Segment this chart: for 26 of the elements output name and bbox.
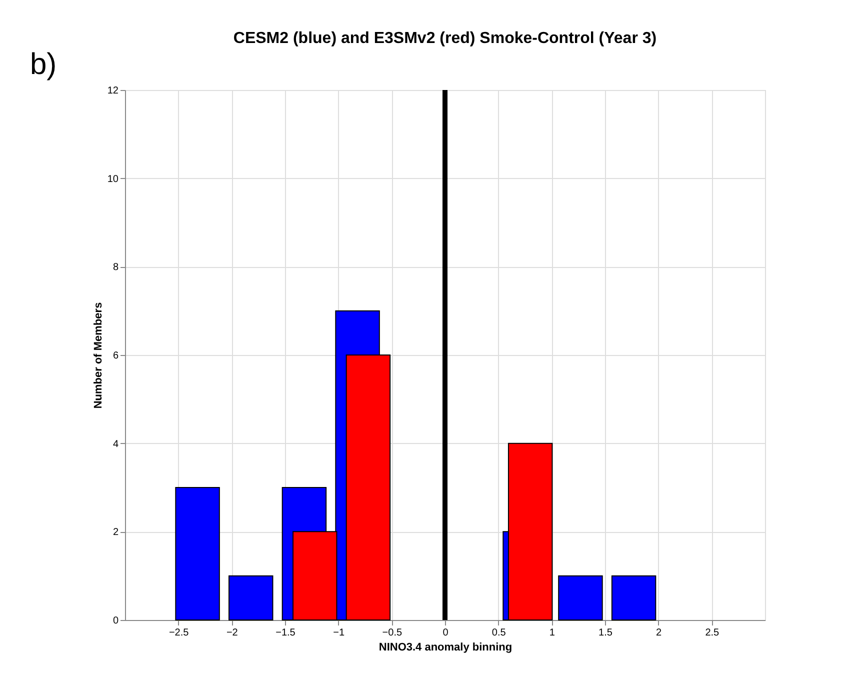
y-axis-title: Number of Members: [92, 302, 104, 409]
x-tick-label: −0.5: [382, 628, 402, 638]
y-tick-label: 6: [112, 350, 119, 362]
y-tick-label: 4: [112, 438, 119, 450]
y-tick-label: 12: [107, 86, 119, 96]
y-tick-label: 8: [112, 262, 119, 274]
y-tick-label: 10: [107, 174, 119, 185]
y-tick-label: 0: [112, 616, 119, 626]
x-tick-label: −2.5: [168, 628, 190, 638]
x-tick-label: −2: [226, 628, 238, 638]
chart-title: CESM2 (blue) and E3SMv2 (red) Smoke-Control (Year 3): [233, 30, 657, 47]
x-tick-label: −1: [333, 628, 345, 638]
x-tick-label: 1: [549, 628, 556, 638]
x-tick-label: 2.5: [705, 628, 720, 638]
bar: [558, 575, 603, 620]
bar: [611, 575, 656, 620]
text: b): [30, 48, 57, 81]
y-tick-label: 2: [112, 527, 119, 538]
x-tick-label: −1.5: [276, 628, 296, 638]
x-tick-label: 1.5: [598, 628, 613, 638]
x-axis-title: NINO3.4 anomaly binning: [378, 642, 512, 654]
bar: [175, 487, 220, 620]
x-tick-label: 2: [656, 628, 662, 638]
bar: [228, 575, 274, 620]
x-tick-label: 0.5: [492, 628, 506, 638]
x-tick-label: 0: [442, 628, 449, 638]
